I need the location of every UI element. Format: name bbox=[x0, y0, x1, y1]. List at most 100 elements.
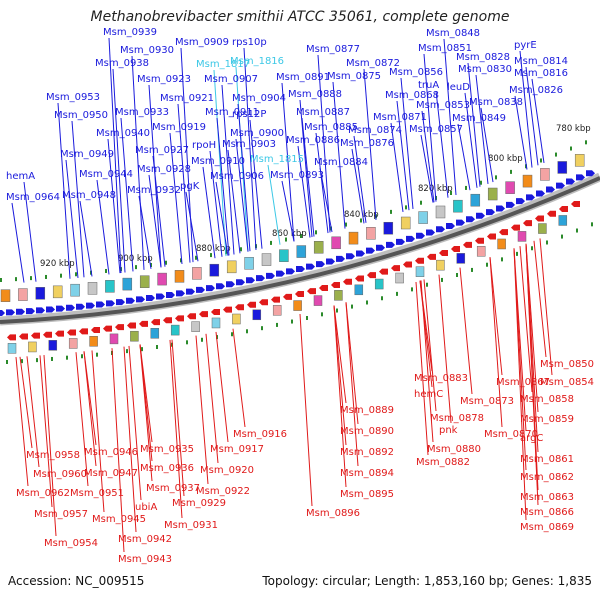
forward-gene-label: Msm_0921 bbox=[160, 93, 214, 104]
reverse-gene-label: Msm_0862 bbox=[520, 472, 574, 483]
gene-block bbox=[313, 295, 323, 306]
reverse-strand-arrow bbox=[55, 330, 64, 337]
track-tick bbox=[405, 205, 407, 210]
track-tick bbox=[276, 322, 278, 327]
gene-leader-line bbox=[215, 331, 229, 443]
gene-leader-line bbox=[195, 335, 209, 485]
track-tick bbox=[291, 319, 293, 324]
track-tick bbox=[441, 277, 443, 282]
gene-block bbox=[522, 174, 533, 188]
gene-block bbox=[374, 278, 384, 290]
forward-gene-label: Msm_0830 bbox=[458, 64, 512, 75]
track-tick bbox=[75, 272, 77, 277]
reverse-gene-label: Msm_0951 bbox=[70, 488, 124, 499]
backbone-arc bbox=[0, 176, 600, 324]
track-tick bbox=[270, 240, 272, 245]
gene-leader-line bbox=[317, 54, 331, 233]
track-tick bbox=[345, 222, 347, 227]
forward-gene-label: Msm_0953 bbox=[46, 92, 100, 103]
gene-leader-line bbox=[11, 202, 25, 283]
gene-block bbox=[418, 211, 428, 224]
gene-block bbox=[505, 181, 515, 194]
gene-leader-line bbox=[267, 164, 281, 245]
forward-strand-arrow bbox=[0, 310, 5, 316]
forward-strand-arrow bbox=[116, 299, 125, 306]
track-tick bbox=[30, 276, 32, 281]
reverse-strand-arrow bbox=[487, 233, 496, 240]
gene-leader-line bbox=[281, 82, 295, 242]
reverse-strand-arrow bbox=[31, 332, 40, 339]
reverse-strand-arrow bbox=[271, 296, 280, 303]
gene-block bbox=[540, 168, 550, 181]
gene-block bbox=[456, 253, 466, 264]
reverse-strand-arrow bbox=[103, 325, 112, 332]
track-tick bbox=[411, 287, 413, 292]
forward-strand-arrow bbox=[276, 270, 285, 277]
gene-block bbox=[400, 216, 411, 230]
gene-leader-line bbox=[459, 267, 473, 395]
reverse-strand-arrow bbox=[7, 334, 16, 341]
track-tick bbox=[555, 152, 557, 157]
reverse-strand-arrow bbox=[295, 291, 304, 297]
gene-leader-line bbox=[205, 333, 219, 464]
reverse-gene-label: Msm_0931 bbox=[164, 520, 218, 531]
forward-gene-label: Msm_0826 bbox=[509, 85, 563, 96]
track-tick bbox=[300, 234, 302, 238]
reverse-strand-arrow bbox=[91, 327, 100, 334]
forward-strand-arrow bbox=[286, 268, 295, 275]
gene-leader-line bbox=[519, 246, 533, 393]
gene-block bbox=[415, 266, 425, 277]
gene-block bbox=[470, 193, 481, 207]
forward-gene-label: Msm_0891 bbox=[276, 72, 330, 83]
reverse-strand-arrow bbox=[499, 229, 508, 236]
reverse-strand-arrow bbox=[511, 224, 520, 231]
forward-gene-label: Msm_0930 bbox=[120, 45, 174, 56]
gene-leader-line bbox=[107, 138, 121, 274]
forward-gene-label: Msm_0928 bbox=[137, 164, 191, 175]
reverse-gene-label: Msm_0947 bbox=[84, 468, 138, 479]
reverse-gene-label: Msm_0922 bbox=[196, 486, 250, 497]
gene-leader-line bbox=[333, 305, 347, 404]
reverse-strand-arrow bbox=[235, 304, 244, 311]
forward-gene-label: Msm_1816 bbox=[230, 56, 284, 67]
forward-gene-label: Msm_0828 bbox=[456, 52, 510, 63]
forward-gene-label: hemA bbox=[6, 171, 35, 182]
gene-leader-line bbox=[237, 103, 251, 252]
forward-gene-label: truA bbox=[418, 80, 439, 91]
gene-block bbox=[558, 215, 568, 226]
gene-leader-line bbox=[213, 69, 227, 257]
forward-strand-arrow bbox=[556, 182, 565, 189]
reverse-strand-arrow bbox=[463, 241, 472, 248]
reverse-gene-label: Msm_0867 bbox=[496, 377, 550, 388]
gene-block bbox=[7, 343, 17, 354]
reverse-strand-arrow bbox=[535, 215, 544, 222]
gene-leader-line bbox=[299, 313, 313, 507]
gene-leader-line bbox=[123, 346, 137, 533]
kbp-scale-label: 800 kbp bbox=[488, 154, 523, 164]
gene-block bbox=[331, 236, 341, 250]
gene-leader-line bbox=[171, 339, 185, 497]
forward-gene-label: Msm_0919 bbox=[152, 122, 206, 133]
forward-strand-arrow bbox=[236, 279, 245, 286]
reverse-gene-label: ubiA bbox=[135, 502, 157, 513]
forward-gene-label: Msm_0848 bbox=[426, 28, 480, 39]
gene-leader-line bbox=[169, 339, 183, 519]
track-tick bbox=[210, 253, 212, 258]
gene-leader-line bbox=[249, 119, 263, 249]
track-tick bbox=[351, 304, 353, 309]
reverse-gene-label: Msm_0854 bbox=[540, 377, 594, 388]
track-tick bbox=[501, 257, 503, 262]
gene-block bbox=[150, 328, 160, 339]
forward-strand-arrow bbox=[586, 170, 595, 177]
gene-leader-line bbox=[420, 280, 434, 443]
forward-strand-arrow bbox=[346, 253, 355, 260]
reverse-strand-arrow bbox=[475, 237, 484, 244]
gene-block bbox=[517, 231, 527, 242]
forward-strand-arrow bbox=[36, 307, 45, 314]
forward-strand-arrow bbox=[26, 308, 35, 315]
gene-leader-line bbox=[209, 150, 223, 257]
reverse-strand-arrow bbox=[523, 220, 532, 227]
gene-leader-line bbox=[467, 62, 481, 187]
gene-leader-line bbox=[319, 167, 333, 233]
